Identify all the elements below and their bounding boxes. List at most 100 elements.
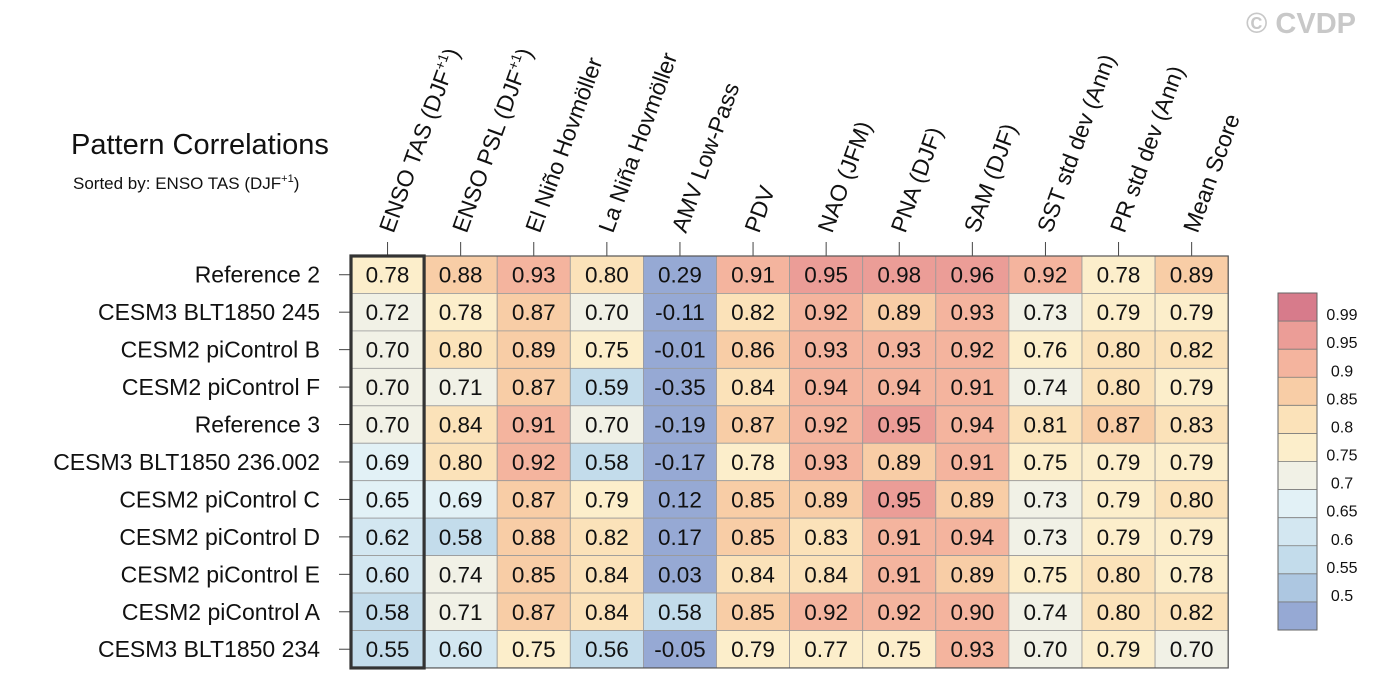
heatmap-cell xyxy=(935,592,1010,631)
cell-value: 0.85 xyxy=(731,487,775,512)
cell-value: 0.12 xyxy=(658,487,702,512)
heatmap-cell xyxy=(935,293,1010,332)
cell-value: 0.91 xyxy=(731,263,775,288)
cell-value: 0.94 xyxy=(877,375,921,400)
cell-value: 0.96 xyxy=(950,263,994,288)
cell-value: 0.80 xyxy=(1170,487,1214,512)
heatmap-cell xyxy=(789,367,864,407)
heatmap-cell xyxy=(350,555,425,594)
column-label: El Niño Hovmöller xyxy=(520,54,607,236)
heatmap-cell xyxy=(643,367,717,407)
chart-title: Pattern Correlations xyxy=(71,129,329,161)
colorbar-label: 0.8 xyxy=(1331,419,1353,436)
cell-value: 0.87 xyxy=(512,600,556,625)
heatmap-cell xyxy=(423,555,498,594)
heatmap-cell xyxy=(423,630,498,669)
cell-value: 0.89 xyxy=(1170,263,1214,288)
cell-value: 0.73 xyxy=(1024,525,1068,550)
colorbar-swatch xyxy=(1278,433,1317,462)
cell-value: 0.86 xyxy=(731,338,775,363)
cell-value: -0.19 xyxy=(654,413,705,438)
heatmap-cell xyxy=(496,330,571,369)
cell-value: 0.78 xyxy=(439,300,483,325)
heatmap-cell xyxy=(423,592,498,631)
colorbar-label: 0.95 xyxy=(1326,335,1357,352)
cell-value: 0.62 xyxy=(366,525,410,550)
cell-value: 0.82 xyxy=(1170,338,1214,363)
heatmap-cell xyxy=(643,255,717,294)
colorbar-label: 0.7 xyxy=(1331,476,1353,493)
cell-value: 0.81 xyxy=(1024,413,1068,438)
cell-value: 0.89 xyxy=(950,562,994,587)
cell-value: 0.78 xyxy=(1170,562,1214,587)
colorbar-label: 0.75 xyxy=(1326,448,1357,465)
heatmap-cell xyxy=(1081,630,1156,669)
cell-value: 0.84 xyxy=(585,600,629,625)
cell-value: 0.78 xyxy=(366,263,410,288)
heatmap-cell xyxy=(1081,517,1156,557)
subtitle-suffix: ) xyxy=(294,174,300,193)
cell-value: 0.80 xyxy=(1097,600,1141,625)
colorbar-swatch xyxy=(1278,517,1317,547)
cell-value: -0.01 xyxy=(654,338,705,363)
cell-value: 0.58 xyxy=(366,600,410,625)
cell-value: 0.70 xyxy=(1170,637,1214,662)
column-label: PNA (DJF) xyxy=(886,124,948,236)
heatmap-cell xyxy=(1154,442,1229,482)
cell-value: 0.80 xyxy=(1097,338,1141,363)
column-label: ENSO PSL (DJF+1) xyxy=(446,44,538,236)
cell-value: 0.88 xyxy=(439,263,483,288)
subtitle-superscript: +1 xyxy=(281,173,294,185)
heatmap-cell xyxy=(935,442,1010,482)
heatmap-cell xyxy=(716,255,790,294)
heatmap-cell xyxy=(643,405,717,444)
colorbar-swatch xyxy=(1278,293,1317,322)
cell-value: 0.29 xyxy=(658,263,702,288)
heatmap-cell xyxy=(569,293,644,332)
cell-value: 0.69 xyxy=(439,487,483,512)
heatmap-cell xyxy=(1154,293,1229,332)
heatmap-cell xyxy=(862,255,937,294)
colorbar-label: 0.5 xyxy=(1331,588,1353,605)
heatmap-cell xyxy=(716,480,790,519)
heatmap-cell xyxy=(1008,592,1083,631)
heatmap-cell xyxy=(350,517,425,557)
heatmap-cell xyxy=(862,630,937,669)
colorbar-label: 0.65 xyxy=(1326,504,1357,521)
column-label: PDV xyxy=(739,182,780,236)
cell-value: 0.91 xyxy=(950,375,994,400)
cell-value: 0.72 xyxy=(366,300,410,325)
column-label: NAO (JFM) xyxy=(812,118,876,236)
cell-value: 0.74 xyxy=(1024,375,1068,400)
cell-value: 0.92 xyxy=(950,338,994,363)
heatmap-cell xyxy=(496,367,571,407)
cell-value: 0.93 xyxy=(877,338,921,363)
heatmap-cell xyxy=(496,592,571,631)
colorbar-swatch xyxy=(1278,461,1317,490)
column-label: PR std dev (Ann) xyxy=(1105,62,1189,235)
row-label: CESM3 BLT1850 236.002 xyxy=(53,449,320,475)
heatmap-cell xyxy=(716,330,790,369)
cell-value: -0.11 xyxy=(655,300,705,325)
cell-value: 0.89 xyxy=(950,487,994,512)
cell-value: 0.79 xyxy=(585,487,629,512)
cell-value: 0.84 xyxy=(439,413,483,438)
colorbar-swatch xyxy=(1278,545,1317,575)
cell-value: 0.89 xyxy=(512,338,556,363)
cell-value: 0.92 xyxy=(804,413,848,438)
column-label: La Niña Hovmöller xyxy=(593,49,682,236)
heatmap-cell xyxy=(862,555,937,594)
cell-value: 0.70 xyxy=(366,375,410,400)
heatmap-cell xyxy=(1008,293,1083,332)
heatmap-cell xyxy=(935,367,1010,407)
cell-value: 0.80 xyxy=(439,338,483,363)
cell-value: 0.82 xyxy=(731,300,775,325)
colorbar-swatch xyxy=(1278,405,1317,434)
cell-value: 0.87 xyxy=(512,300,556,325)
heatmap-cell xyxy=(935,480,1010,519)
sorted-column-highlight xyxy=(349,254,426,670)
cell-value: 0.79 xyxy=(1097,300,1141,325)
cell-value: 0.87 xyxy=(1097,413,1141,438)
cell-value: 0.80 xyxy=(1097,562,1141,587)
heatmap-cell xyxy=(789,517,864,557)
